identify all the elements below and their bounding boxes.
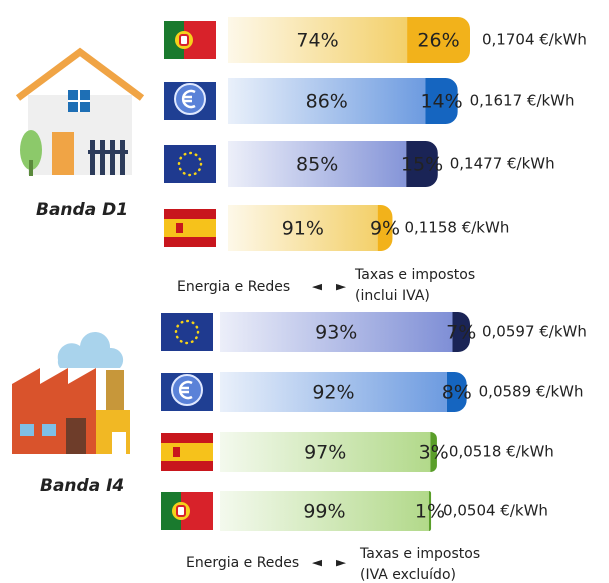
bar-segment: [425, 78, 458, 124]
price-label: 0,0518 €/kWh: [449, 443, 554, 461]
house-icon: [15, 47, 145, 176]
bar-segment: [228, 78, 426, 124]
bar-segment: [220, 372, 447, 412]
value-label: 7%: [446, 322, 476, 344]
value-label: 74%: [296, 30, 338, 52]
legend-entry: Taxas e impostos (IVA excluído): [360, 546, 481, 583]
flag: [160, 313, 214, 351]
bar-segment: [452, 312, 470, 352]
arrow-left: ◄: [312, 556, 322, 571]
value-label: 92%: [312, 382, 354, 404]
flag: [163, 21, 217, 59]
legend-entry: Energia e Redes: [177, 279, 291, 295]
value-label: 93%: [315, 322, 357, 344]
value-label: 91%: [282, 218, 324, 240]
chart-title: Banda D1: [36, 200, 129, 220]
flag: [160, 492, 214, 530]
bar-segment: [406, 141, 438, 187]
value-label: 99%: [303, 501, 345, 523]
bar-segment: [228, 141, 407, 187]
bar-segment: [228, 17, 408, 63]
bar-segment: [446, 372, 467, 412]
legend-entry: Taxas e impostos (inclui IVA): [355, 267, 476, 304]
flag: [164, 209, 216, 247]
factory-icon: [12, 331, 130, 454]
value-label: 86%: [306, 91, 348, 113]
bar-segment: [407, 17, 470, 63]
bar-segment: [228, 205, 378, 251]
bar-segment: [377, 205, 393, 251]
flag: [163, 145, 217, 183]
arrow-left: ◄: [312, 280, 322, 295]
price-label: 0,0504 €/kWh: [443, 502, 548, 520]
arrow-right: ►: [336, 280, 346, 295]
value-label: 26%: [417, 30, 459, 52]
legend-entry: Energia e Redes: [186, 555, 300, 571]
bar-segment: [220, 432, 431, 472]
value-label: 97%: [304, 442, 346, 464]
price-label: 0,1617 €/kWh: [470, 92, 575, 110]
bar-segment: [220, 312, 453, 352]
flag: [161, 433, 213, 471]
price-label: 0,1477 €/kWh: [450, 155, 555, 173]
value-label: 85%: [296, 154, 338, 176]
value-label: 1%: [415, 501, 445, 523]
price-label: 0,0597 €/kWh: [482, 323, 587, 341]
chart-title: Banda I4: [40, 476, 125, 496]
arrow-right: ►: [336, 556, 346, 571]
price-label: 0,1704 €/kWh: [482, 31, 587, 49]
value-label: 15%: [401, 154, 443, 176]
price-label: 0,1158 €/kWh: [404, 219, 509, 237]
value-label: 14%: [420, 91, 462, 113]
flag: [163, 82, 217, 120]
price-label: 0,0589 €/kWh: [479, 383, 584, 401]
bar-segment: [220, 491, 429, 531]
value-label: 3%: [419, 442, 449, 464]
value-label: 9%: [370, 218, 400, 240]
value-label: 8%: [442, 382, 472, 404]
flag: [160, 373, 214, 411]
bar-segment: [430, 432, 437, 472]
bar-segment: [428, 491, 432, 531]
